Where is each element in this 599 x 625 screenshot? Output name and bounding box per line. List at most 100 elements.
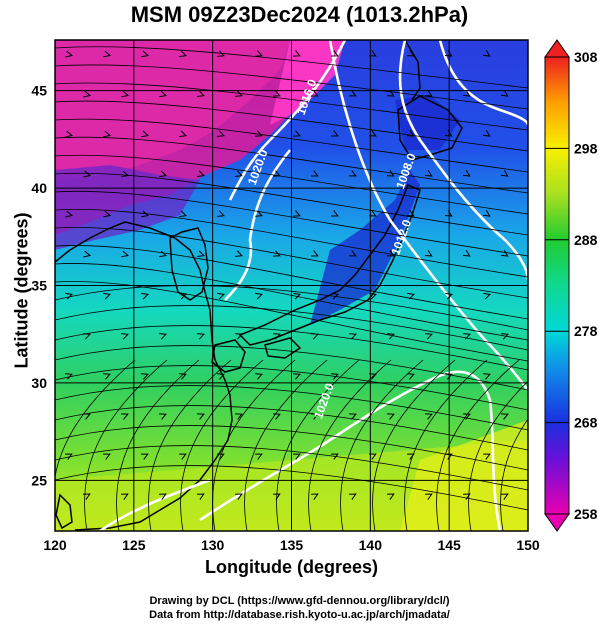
x-tick-label: 125 [122,537,146,553]
wind-arrowhead [65,292,73,300]
wind-arrowhead [255,50,263,57]
wind-arrowhead [65,130,74,138]
streamline [148,359,232,531]
wind-arrowhead [349,250,357,257]
wind-arrowhead [121,333,129,340]
streamlines [55,46,528,531]
wind-arrowhead [235,493,243,500]
wind-arrowhead [349,413,357,420]
streamline [180,359,264,531]
wind-arrowhead [197,250,205,258]
wind-arrowhead [83,170,92,178]
streamline [55,46,528,89]
wind-arrowhead [159,333,167,340]
x-tick-label: 140 [359,537,383,553]
wind-arrowhead [407,453,415,460]
streamline [55,118,528,173]
wind-arrowhead [424,90,433,97]
y-tick-label: 35 [31,278,47,294]
wind-arrowhead [425,413,433,420]
x-tick-label: 135 [280,537,304,553]
wind-arrowhead [387,493,395,500]
wind-arrowhead [197,170,205,178]
wind-arrowhead [501,333,509,340]
credit-drawing: Drawing by DCL (https://www.gfd-dennou.o… [149,595,450,607]
y-tick-label: 40 [31,180,47,196]
coastline-korea [169,227,209,301]
wind-arrowhead [349,170,357,177]
wind-arrowhead [159,250,167,258]
wind-arrowhead [369,130,377,137]
streamline [276,359,360,531]
wind-arrowhead [217,210,225,217]
wind-arrowhead [121,493,129,500]
colorbar-tick-label: 268 [574,415,598,431]
wind-arrowhead [217,373,225,380]
wind-arrowhead [331,50,339,57]
wind-arrowhead [462,170,471,177]
wind-arrowhead [387,413,395,420]
wind-arrowhead [500,170,509,177]
plot-frame [54,39,529,532]
y-tick-labels: 25 30 35 40 45 [31,83,47,489]
colorbar-tick-label: 258 [574,506,598,522]
wind-arrowhead [103,130,112,138]
wind-arrowhead [311,493,319,500]
wind-arrowhead [121,250,130,258]
coastline-hokkaido [397,95,463,161]
wind-arrowhead [462,90,471,97]
wind-arrowhead [482,130,491,137]
x-tick-label: 130 [201,537,225,553]
wind-arrowhead [331,453,339,460]
streamline [340,359,424,531]
coastline-shikoku [264,337,302,359]
wind-arrowhead [483,292,491,300]
wind-arrowhead [83,250,92,258]
wind-arrowhead [331,292,339,300]
wind-arrowhead [103,373,111,380]
wind-arrowhead [179,50,187,58]
streamline [55,359,136,531]
wind-arrowhead [463,493,471,500]
coastline-honshu [238,184,421,346]
wind-arrowhead [293,50,301,57]
wind-arrowhead [424,170,433,177]
wind-arrowhead [197,413,205,420]
streamline [500,418,528,531]
wind-arrowhead [483,373,491,380]
wind-arrowhead [235,333,243,340]
wind-arrowhead [407,292,415,300]
wind-arrowhead [369,292,377,300]
colorbar-tick-label: 288 [574,232,598,248]
map-grid [55,40,528,531]
wind-arrowhead [425,333,433,340]
wind-arrowhead [387,90,395,97]
wind-arrowhead [462,250,471,257]
wind-arrowhead [273,90,281,97]
wind-arrowhead [197,493,205,500]
streamline [55,226,528,299]
wind-arrowhead [235,413,243,420]
wind-arrowhead [217,453,225,460]
streamline [55,190,528,257]
wind-arrowhead [83,333,91,340]
wind-arrowhead [217,292,225,300]
wind-arrowhead [179,453,187,460]
streamline [55,263,528,341]
wind-arrowhead [141,453,149,460]
wind-arrowhead [217,50,225,57]
streamline [55,100,528,152]
wind-arrowhead [141,373,149,380]
wind-arrowhead [349,333,357,340]
wind-arrowhead [424,250,433,257]
wind-arrowhead [235,170,243,177]
streamline [55,208,528,278]
wind-arrowhead [103,292,111,300]
wind-arrowhead [501,493,509,500]
wind-arrowhead [369,453,377,460]
isobar-1012-east [438,40,528,126]
wind-arrowhead [369,50,377,57]
streamline [55,245,528,320]
y-tick-label: 25 [31,472,47,488]
